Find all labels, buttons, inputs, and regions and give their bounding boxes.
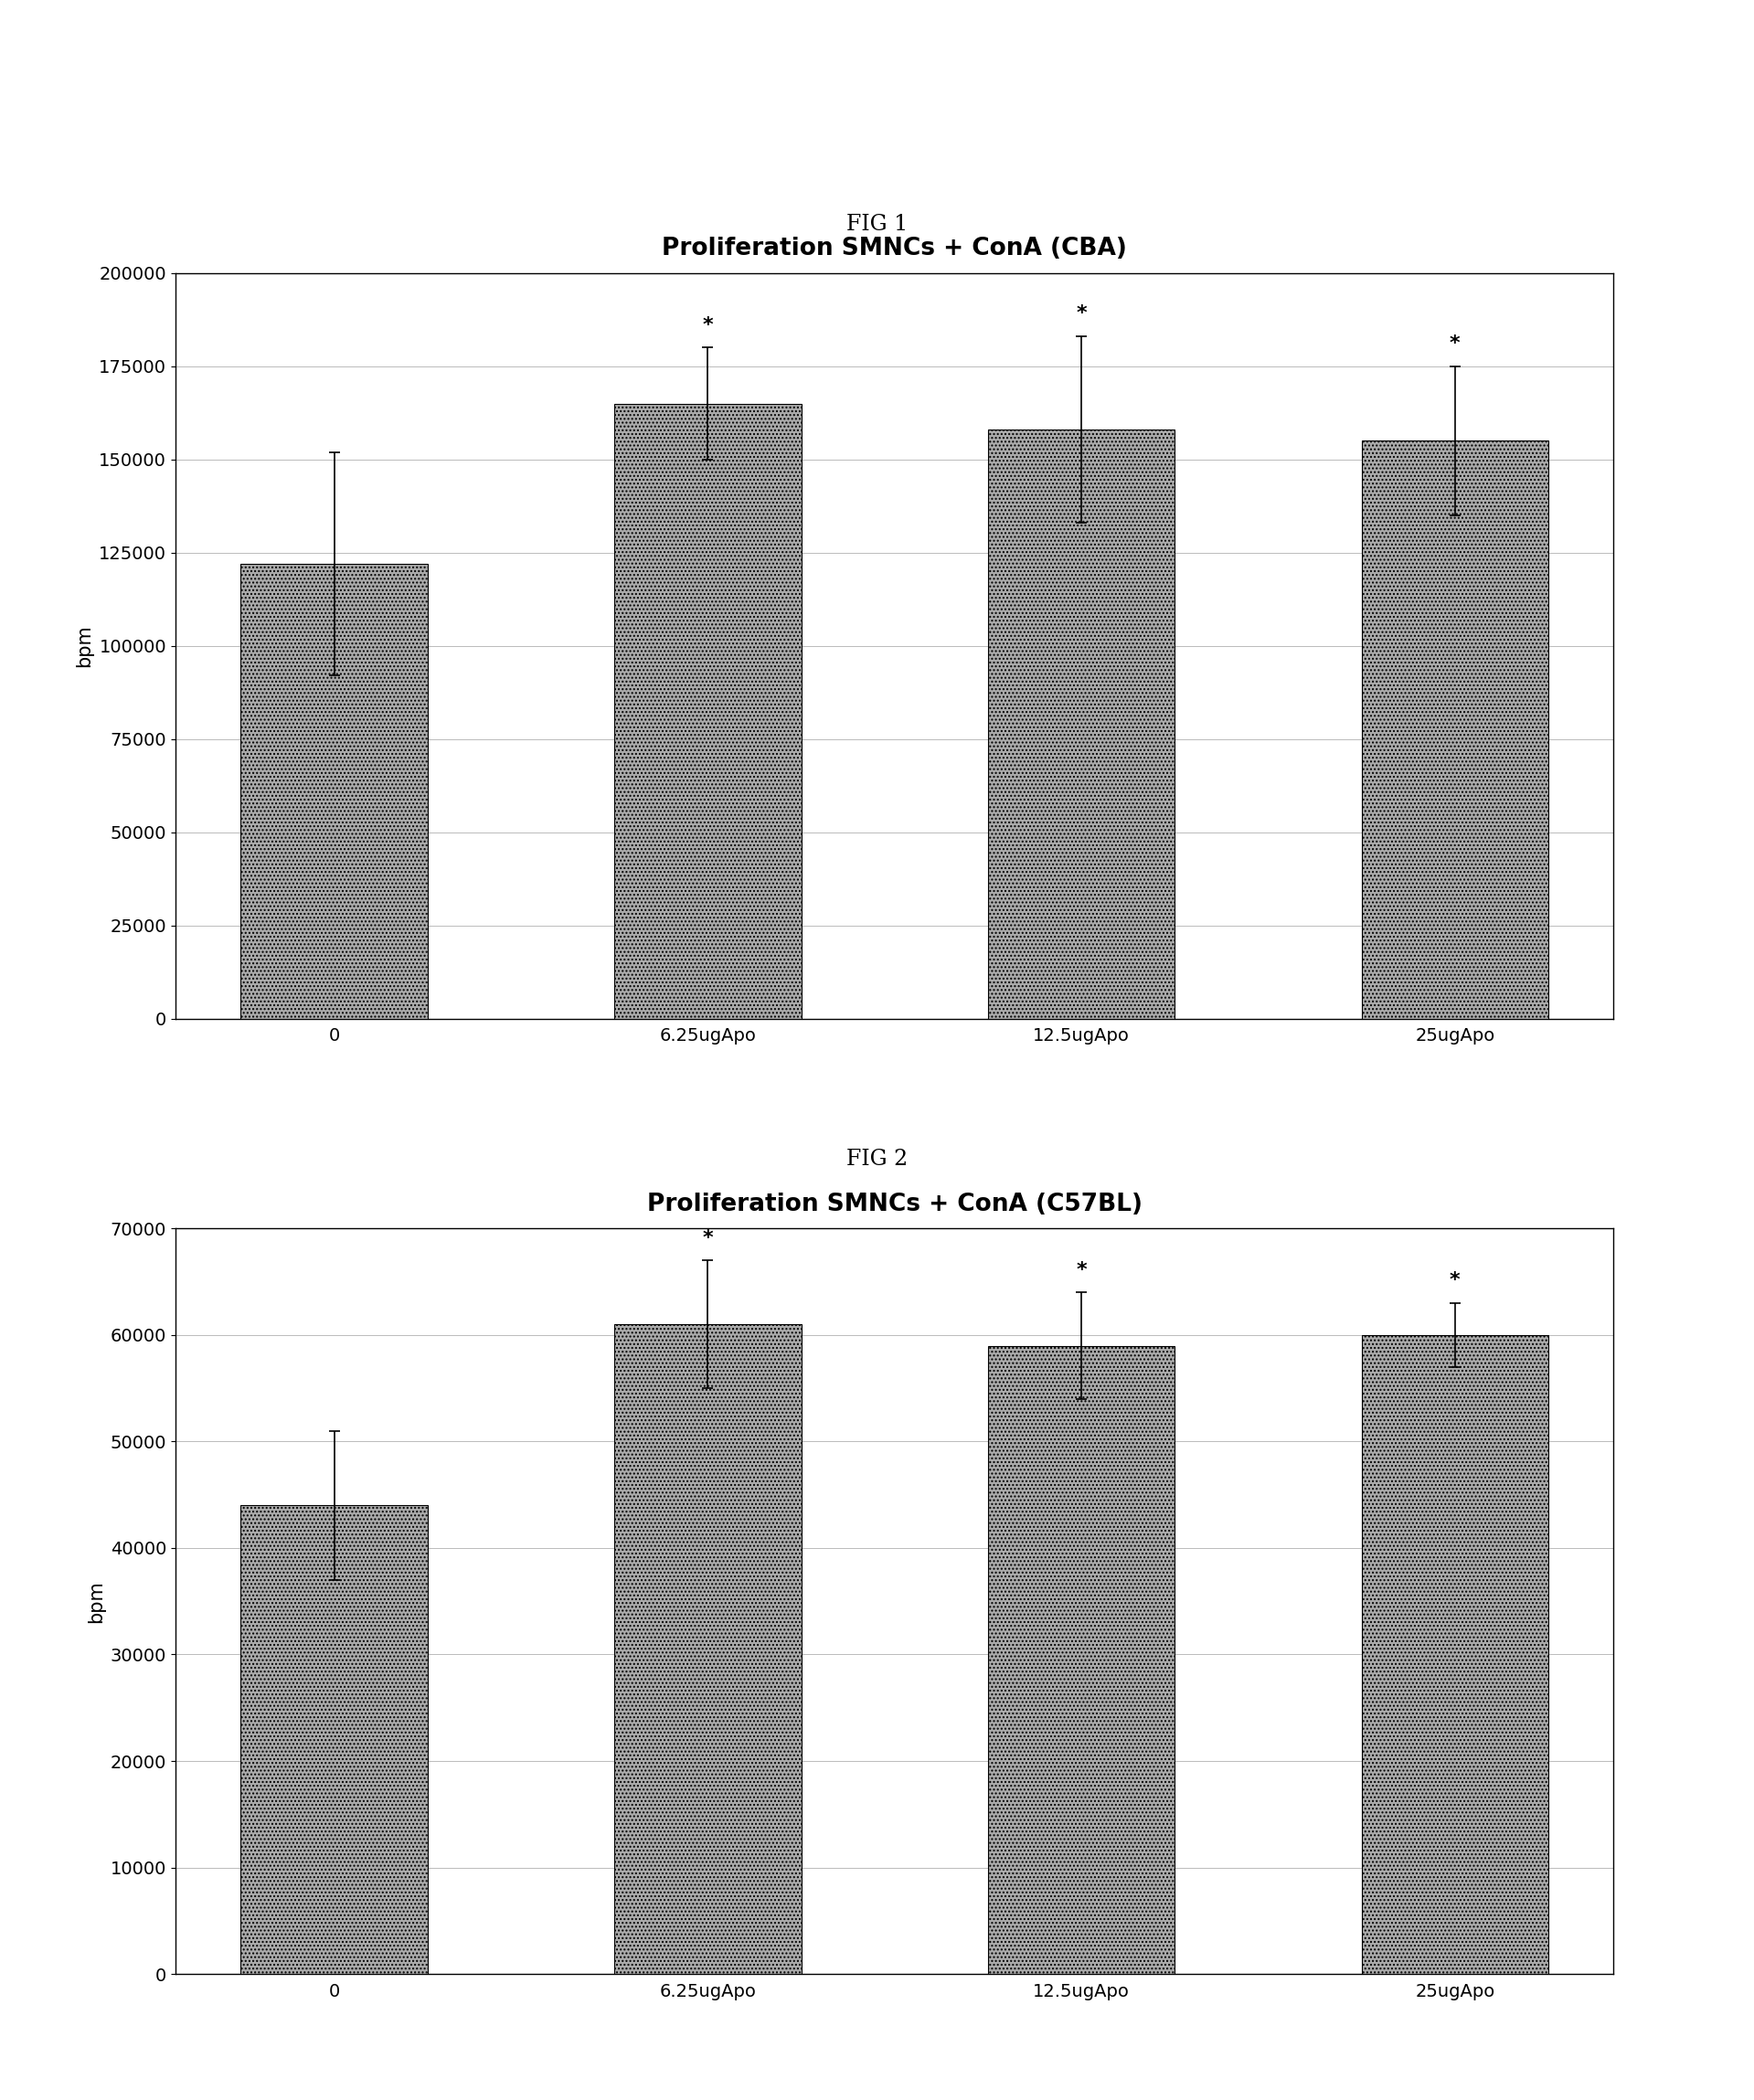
Bar	[988, 1346, 1175, 1974]
Title: Proliferation SMNCs + ConA (C57BL): Proliferation SMNCs + ConA (C57BL)	[647, 1193, 1142, 1216]
Text: *: *	[1075, 1260, 1087, 1279]
Y-axis label: bpm: bpm	[88, 1579, 105, 1623]
Text: *: *	[702, 1228, 714, 1247]
Y-axis label: bpm: bpm	[75, 624, 93, 668]
Bar	[614, 1325, 802, 1974]
Text: *: *	[1449, 1270, 1461, 1289]
Bar	[614, 403, 802, 1018]
Text: FIG 1: FIG 1	[845, 214, 909, 235]
Text: *: *	[1075, 304, 1087, 323]
Text: *: *	[1449, 334, 1461, 353]
Bar	[1361, 1336, 1549, 1974]
Bar	[240, 1506, 428, 1974]
Title: Proliferation SMNCs + ConA (CBA): Proliferation SMNCs + ConA (CBA)	[661, 237, 1128, 260]
Text: *: *	[702, 315, 714, 334]
Bar	[240, 563, 428, 1018]
Bar	[1361, 441, 1549, 1018]
Bar	[988, 430, 1175, 1018]
Text: FIG 2: FIG 2	[845, 1149, 909, 1170]
